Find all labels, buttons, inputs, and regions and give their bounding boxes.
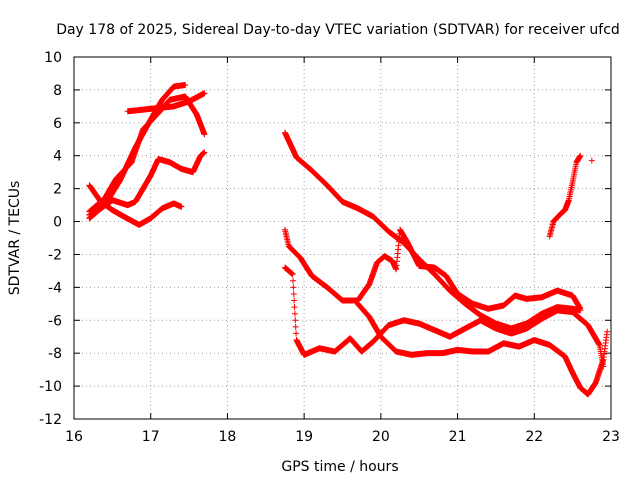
data-series-isolated xyxy=(588,157,595,164)
data-series-arc-5 xyxy=(86,182,185,228)
y-tick-label: -12 xyxy=(39,412,62,428)
data-series-arc-7 xyxy=(281,226,584,312)
x-tick-label: 21 xyxy=(449,429,467,445)
x-tick-label: 23 xyxy=(602,429,620,445)
x-axis-label: GPS time / hours xyxy=(281,459,398,475)
y-tick-label: -4 xyxy=(48,280,62,296)
axis-ticks: 16 17 18 19 20 21 22 23 -12 -10 -8 -6 -4 -2 0 2 4 6 8 10 xyxy=(39,50,620,445)
y-tick-label: 4 xyxy=(53,149,62,165)
y-tick-label: -2 xyxy=(48,247,62,263)
y-axis-label: SDTVAR / TECUs xyxy=(7,181,23,296)
x-tick-label: 17 xyxy=(142,429,160,445)
y-tick-label: -8 xyxy=(48,346,62,362)
grid xyxy=(74,57,611,419)
y-tick-label: 8 xyxy=(53,83,62,99)
data-series-arc-6 xyxy=(281,129,584,332)
x-tick-label: 18 xyxy=(219,429,237,445)
data-series-arc-9 xyxy=(354,300,611,398)
data-series-arc-10 xyxy=(546,152,584,240)
y-tick-label: 6 xyxy=(53,116,62,132)
data-series-arc-3 xyxy=(124,90,208,115)
data-series-arc-8 xyxy=(281,264,607,370)
x-tick-label: 20 xyxy=(372,429,390,445)
x-tick-label: 19 xyxy=(295,429,313,445)
y-tick-label: 2 xyxy=(53,182,62,198)
plot-frame xyxy=(73,56,612,420)
x-tick-label: 22 xyxy=(525,429,543,445)
data-points xyxy=(86,81,611,398)
chart-title: Day 178 of 2025, Sidereal Day-to-day VTE… xyxy=(56,22,620,38)
x-tick-label: 16 xyxy=(65,429,83,445)
y-tick-label: 10 xyxy=(44,50,62,66)
y-tick-label: -6 xyxy=(48,313,62,329)
data-series-arc-4 xyxy=(86,149,208,218)
y-tick-label: -10 xyxy=(39,379,62,395)
y-tick-label: 0 xyxy=(53,215,62,231)
